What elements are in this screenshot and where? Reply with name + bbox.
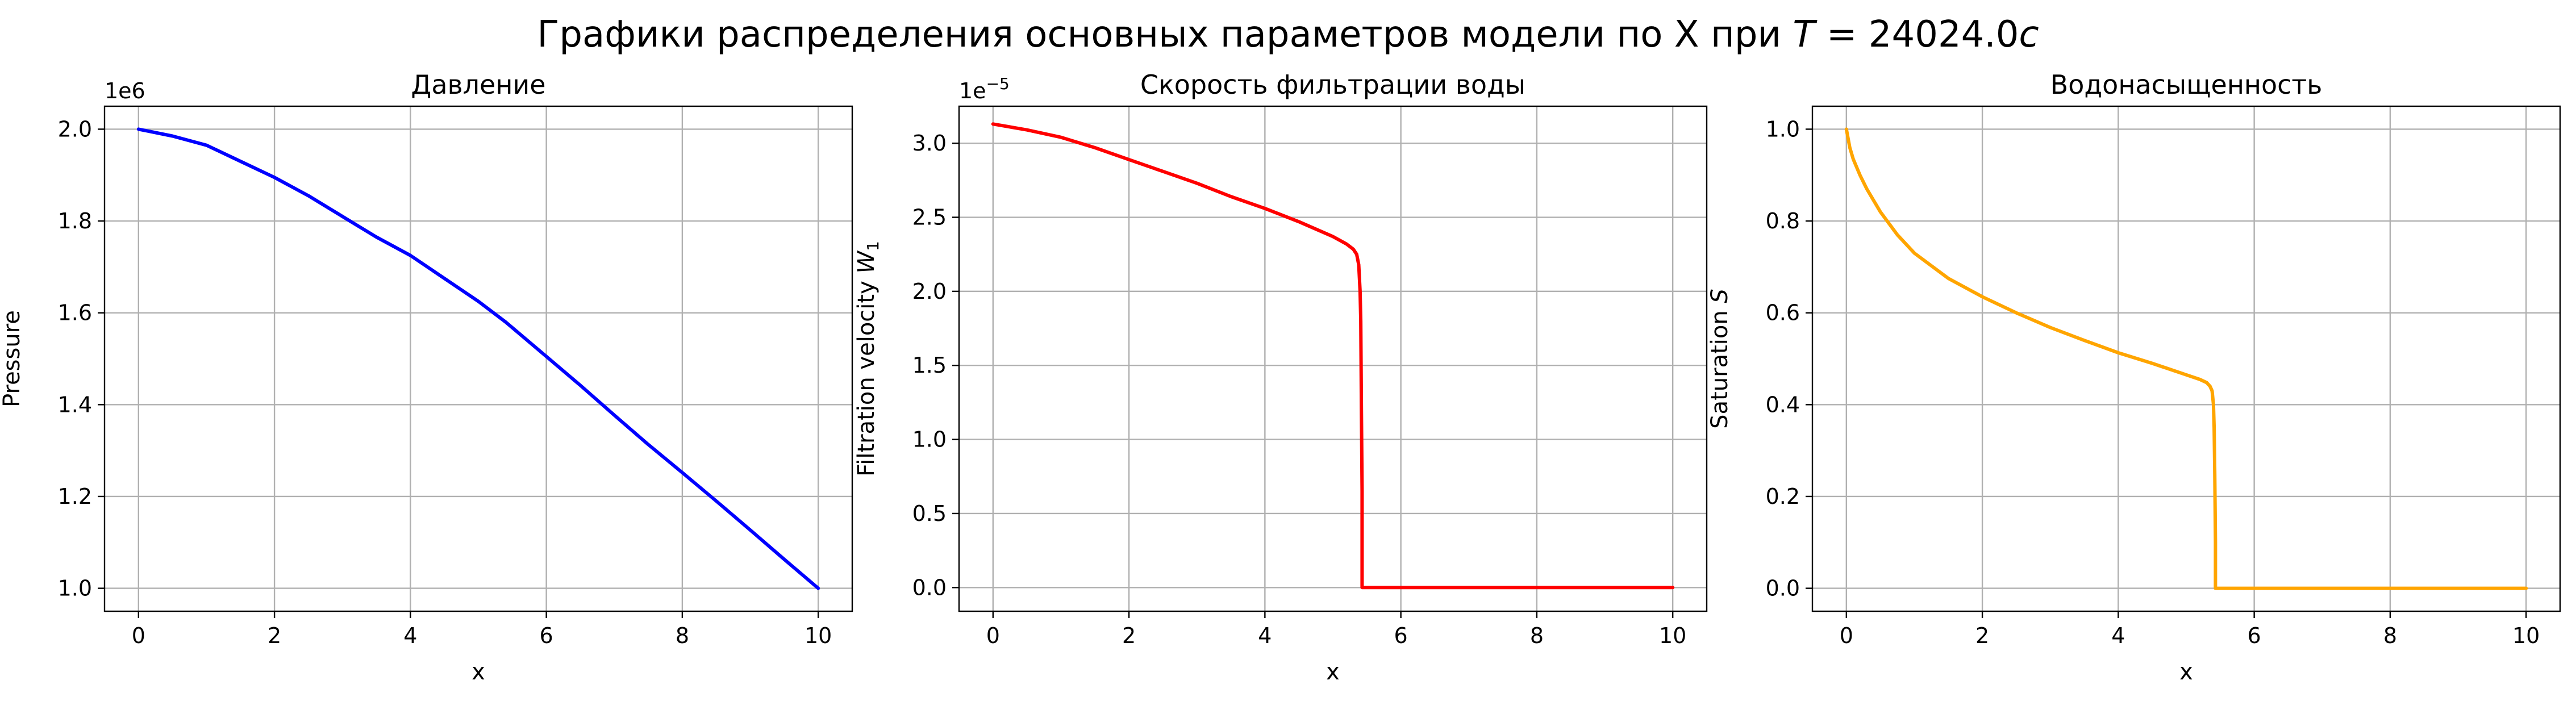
saturation-x-tick-label: 10 bbox=[2512, 623, 2540, 648]
saturation-y-tick-label: 0.0 bbox=[1766, 576, 1800, 601]
pressure-x-axis-label: x bbox=[472, 659, 485, 685]
pressure-chart: Давление x Pressure 1e6 0 2 4 6 8 10 1.0 1.2 1.4… bbox=[0, 69, 853, 685]
saturation-x-tick-label: 8 bbox=[2383, 623, 2397, 648]
pressure-x-tick-label: 10 bbox=[805, 623, 832, 648]
saturation-x-axis-label: x bbox=[2179, 659, 2193, 685]
filtration-x-tick-label: 0 bbox=[986, 623, 1000, 648]
filtration-x-tick-label: 4 bbox=[1258, 623, 1272, 648]
saturation-x-tick-label: 6 bbox=[2248, 623, 2261, 648]
suptitle-variable: T bbox=[1793, 14, 1818, 56]
pressure-x-tick-label: 0 bbox=[132, 623, 145, 648]
pressure-x-tick-label: 8 bbox=[676, 623, 689, 648]
saturation-x-tick-label: 4 bbox=[2111, 623, 2125, 648]
pressure-y-tick-label: 1.8 bbox=[58, 208, 92, 233]
filtration-y-label-main: Filtration velocity bbox=[853, 274, 879, 477]
filtration-y-axis-label: Filtration velocity W1 bbox=[853, 241, 882, 477]
saturation-grid bbox=[1812, 106, 2560, 611]
filtration-y-label-sub: 1 bbox=[864, 241, 882, 251]
suptitle-equals: = 24024.0 bbox=[1815, 14, 2019, 56]
pressure-y-tick-label: 1.6 bbox=[58, 301, 92, 326]
pressure-axes-frame bbox=[103, 105, 853, 612]
filtration-y-tick-label: 3.0 bbox=[912, 131, 947, 156]
filtration-x-tick-label: 10 bbox=[1659, 623, 1686, 648]
saturation-series-line-0 bbox=[1844, 127, 2528, 590]
saturation-x-tick-label: 2 bbox=[1975, 623, 1989, 648]
filtration-grid bbox=[959, 106, 1707, 611]
filtration-series-line-0 bbox=[991, 122, 1675, 590]
filtration-x-tick-label: 2 bbox=[1122, 623, 1136, 648]
suptitle-main: Графики распределения основных параметро… bbox=[537, 14, 1793, 56]
pressure-y-axis-label: Pressure bbox=[0, 310, 25, 407]
filtration-y-tick-label: 2.0 bbox=[912, 279, 947, 304]
pressure-y-tick-label: 1.4 bbox=[58, 392, 92, 417]
suptitle-unit: c bbox=[2019, 14, 2039, 56]
filtration-chart-title: Скорость фильтрации воды bbox=[1140, 69, 1525, 100]
saturation-y-tick-label: 0.2 bbox=[1766, 484, 1800, 509]
pressure-x-tick-label: 4 bbox=[403, 623, 417, 648]
pressure-series-line-0 bbox=[136, 127, 820, 590]
figure-suptitle: Графики распределения основных параметро… bbox=[537, 14, 2039, 56]
saturation-axes-frame bbox=[1811, 105, 2561, 612]
filtration-y-tick-label: 1.0 bbox=[912, 427, 947, 452]
filtration-x-tick-label: 8 bbox=[1530, 623, 1544, 648]
pressure-y-offset-text: 1e6 bbox=[105, 78, 145, 103]
saturation-y-label-main: Saturation bbox=[1707, 303, 1733, 429]
pressure-chart-title: Давление bbox=[411, 69, 545, 100]
filtration-offset-exp: −5 bbox=[986, 74, 1010, 93]
pressure-y-tick-label: 1.0 bbox=[58, 576, 92, 601]
filtration-y-label-var: W bbox=[853, 251, 879, 274]
filtration-y-tick-label: 0.5 bbox=[912, 501, 947, 526]
pressure-y-tick-label: 1.2 bbox=[58, 484, 92, 509]
saturation-y-label-var: S bbox=[1707, 289, 1733, 303]
filtration-y-tick-label: 0.0 bbox=[912, 575, 947, 600]
filtration-y-tick-label: 2.5 bbox=[912, 205, 947, 230]
pressure-x-tick-label: 6 bbox=[540, 623, 553, 648]
filtration-axes-frame bbox=[958, 105, 1708, 612]
saturation-y-tick-label: 0.8 bbox=[1766, 208, 1800, 233]
filtration-x-tick-label: 6 bbox=[1394, 623, 1408, 648]
filtration-y-offset-text: 1e−5 bbox=[959, 74, 1010, 103]
saturation-y-tick-label: 0.6 bbox=[1766, 301, 1800, 326]
saturation-y-tick-label: 0.4 bbox=[1766, 392, 1800, 417]
filtration-offset-prefix: 1e bbox=[959, 78, 986, 103]
pressure-grid bbox=[105, 106, 852, 611]
saturation-chart-title: Водонасыщенность bbox=[2050, 69, 2323, 100]
pressure-x-tick-label: 2 bbox=[268, 623, 281, 648]
filtration-y-tick-label: 1.5 bbox=[912, 353, 947, 378]
pressure-y-tick-label: 2.0 bbox=[58, 116, 92, 141]
filtration-x-axis-label: x bbox=[1326, 659, 1340, 685]
saturation-y-tick-label: 1.0 bbox=[1766, 116, 1800, 141]
filtration-velocity-chart: Скорость фильтрации воды x Filtration ve… bbox=[853, 69, 1708, 685]
saturation-y-axis-label: Saturation S bbox=[1707, 289, 1733, 429]
saturation-chart: Водонасыщенность x Saturation S 0 2 4 6 8 10 0… bbox=[1707, 69, 2561, 685]
saturation-x-tick-label: 0 bbox=[1840, 623, 1853, 648]
